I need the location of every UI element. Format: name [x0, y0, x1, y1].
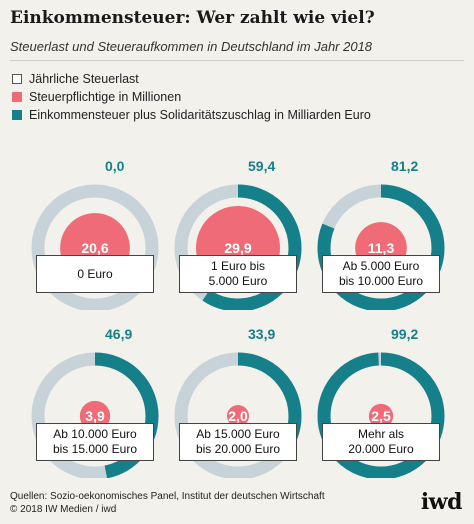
donut-svg: 2,0 — [174, 352, 302, 478]
taxpayers-circle — [368, 403, 394, 429]
taxpayers-value-label: 3,9 — [85, 408, 105, 424]
tax-bracket-label: 1 Euro bis 5.000 Euro — [179, 255, 297, 293]
taxpayers-value-label: 29,9 — [224, 240, 251, 256]
legend-label: Einkommensteuer plus Solidaritätszuschla… — [29, 108, 371, 122]
tax-bracket-label: Ab 15.000 Euro bis 20.000 Euro — [179, 423, 297, 461]
tax-bracket-text: Mehr als 20.000 Euro — [348, 427, 414, 456]
donut-cell: 2,5 99,2 Mehr als 20.000 Euro — [310, 318, 452, 478]
tax-bracket-label: Ab 5.000 Euro bis 10.000 Euro — [322, 255, 440, 293]
source-note: Quellen: Sozio-oekonomisches Panel, Inst… — [10, 491, 325, 502]
taxpayers-circle — [227, 405, 249, 427]
tax-bracket-label: 0 Euro — [36, 255, 154, 293]
tax-bracket-label: Mehr als 20.000 Euro — [322, 423, 440, 461]
ring-track — [31, 184, 159, 310]
income-tax-value-label: 59,4 — [248, 158, 276, 174]
page-title: Einkommensteuer: Wer zahlt wie viel? — [10, 8, 375, 28]
income-tax-value-label: 0,0 — [105, 158, 125, 174]
legend-label: Steuerpflichtige in Millionen — [29, 90, 182, 104]
taxpayers-value-label: 11,3 — [368, 240, 395, 256]
tax-bracket-label: Ab 10.000 Euro bis 15.000 Euro — [36, 423, 154, 461]
income-tax-value-label: 81,2 — [391, 158, 419, 174]
donut-cell: 11,3 81,2 Ab 5.000 Euro bis 10.000 Euro — [310, 150, 452, 310]
tax-bracket-text: Ab 15.000 Euro bis 20.000 Euro — [195, 427, 281, 456]
tax-bracket-text: 0 Euro — [77, 266, 113, 281]
iwd-logo: iwd — [420, 489, 463, 515]
donut-svg: 11,3 — [317, 184, 445, 310]
taxpayers-value-label: 2,0 — [228, 408, 248, 424]
taxpayers-value-label: 20,6 — [81, 240, 108, 256]
divider — [10, 60, 464, 61]
footer: Quellen: Sozio-oekonomisches Panel, Inst… — [10, 490, 325, 516]
income-tax-arc — [174, 352, 302, 478]
tax-bracket-text: 1 Euro bis 5.000 Euro — [208, 259, 268, 288]
donut-cell: 29,9 59,4 1 Euro bis 5.000 Euro — [167, 150, 309, 310]
legend: Jährliche Steuerlast Steuerpflichtige in… — [12, 70, 371, 124]
donut-svg: 2,5 — [317, 352, 445, 478]
tax-bracket-text: Ab 5.000 Euro bis 10.000 Euro — [338, 259, 424, 288]
legend-item-tax-burden: Jährliche Steuerlast — [12, 70, 371, 88]
copyright-note: © 2018 IW Medien / iwd — [10, 504, 117, 515]
income-tax-value-label: 33,9 — [248, 326, 276, 342]
income-tax-value-label: 99,2 — [391, 326, 419, 342]
legend-swatch-teal — [12, 110, 22, 120]
legend-swatch-white — [12, 74, 22, 84]
taxpayers-value-label: 2,5 — [371, 408, 391, 424]
tax-bracket-text: Ab 10.000 Euro bis 15.000 Euro — [52, 427, 138, 456]
income-tax-arc — [317, 184, 445, 310]
legend-item-taxpayers: Steuerpflichtige in Millionen — [12, 88, 371, 106]
legend-label: Jährliche Steuerlast — [29, 72, 139, 86]
income-tax-value-label: 46,9 — [105, 326, 133, 342]
page-subtitle: Steuerlast und Steueraufkommen in Deutsc… — [10, 39, 373, 54]
donut-cell: 2,0 33,9 Ab 15.000 Euro bis 20.000 Euro — [167, 318, 309, 478]
income-tax-arc — [317, 352, 445, 478]
donut-cell: 20,6 0,0 0 Euro — [24, 150, 166, 310]
legend-item-income-tax: Einkommensteuer plus Solidaritätszuschla… — [12, 106, 371, 124]
donut-cell: 3,9 46,9 Ab 10.000 Euro bis 15.000 Euro — [24, 318, 166, 478]
income-tax-arc — [174, 184, 302, 310]
legend-swatch-red — [12, 92, 22, 102]
income-tax-arc — [31, 352, 159, 478]
